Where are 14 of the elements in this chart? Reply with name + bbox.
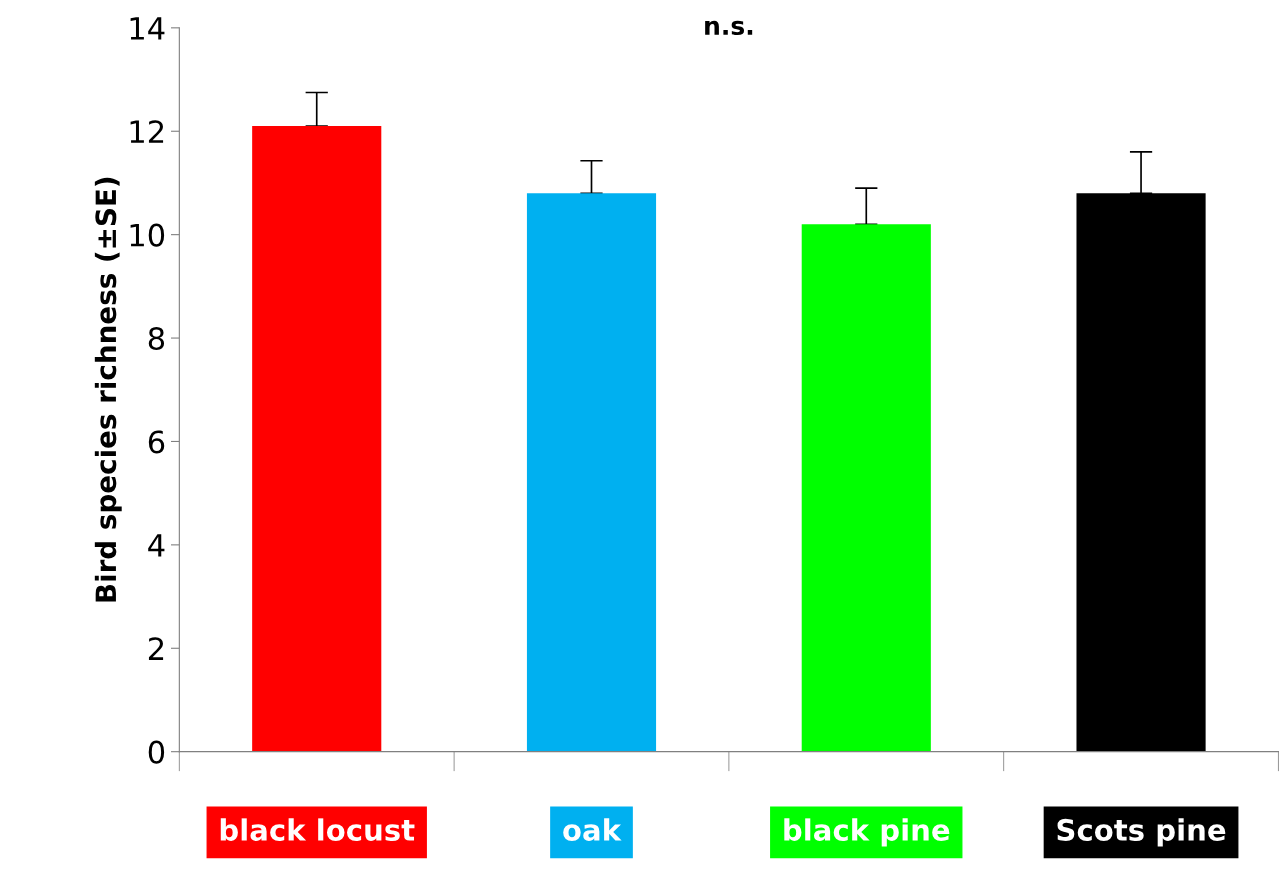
y-tick-label: 14 — [130, 17, 165, 40]
x-tick-label: black pine — [784, 818, 950, 847]
x-tick-label: Scots pine — [1057, 818, 1226, 847]
y-tick-label: 8 — [148, 326, 165, 351]
y-tick-label: 10 — [130, 223, 165, 247]
x-tick-label: oak — [563, 818, 622, 841]
y-axis-title: Bird species richness (±SE) — [94, 177, 122, 602]
annotation: n.s. — [705, 20, 753, 36]
y-tick-label: 4 — [148, 534, 165, 557]
y-tick-label: 2 — [148, 637, 164, 660]
y-tick-label: 12 — [130, 120, 164, 143]
y-tick-label: 6 — [148, 430, 165, 454]
y-tick-label: 0 — [148, 740, 165, 764]
x-tick-label: black locust — [220, 818, 415, 841]
